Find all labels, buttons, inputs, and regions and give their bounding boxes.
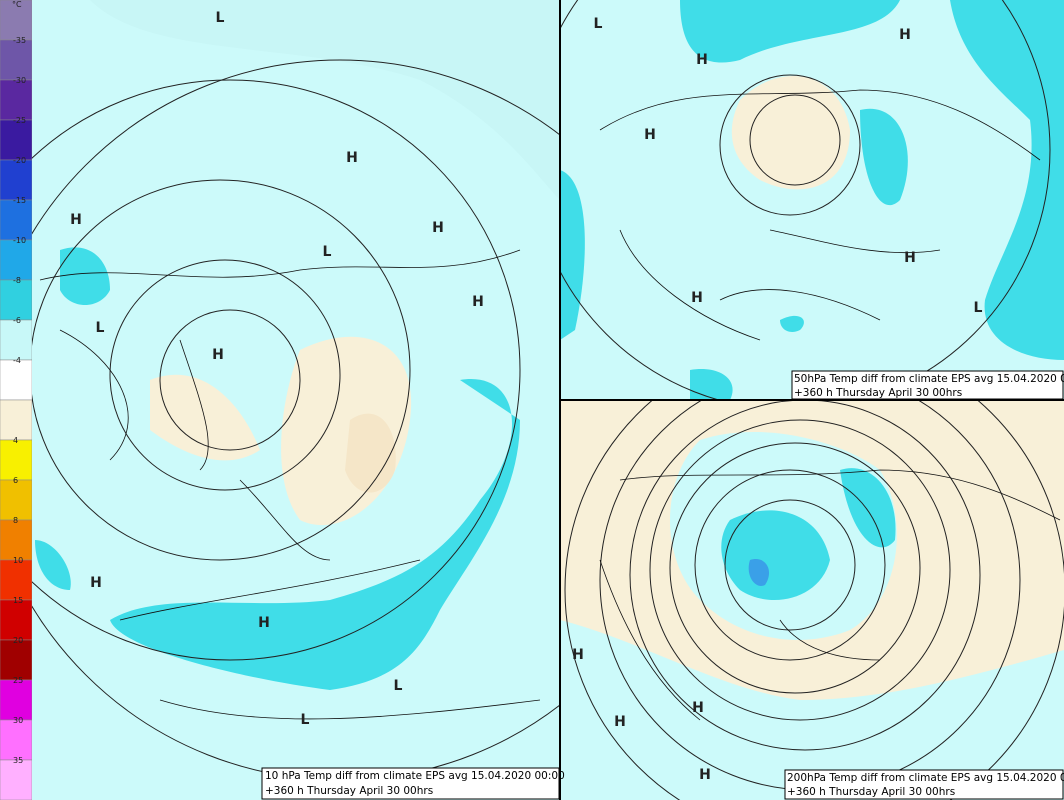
legend-label: -4 — [13, 356, 21, 365]
pressure-label: L — [394, 678, 403, 694]
legend-band — [0, 479, 33, 521]
pressure-label: H — [691, 290, 703, 306]
legend-band — [0, 679, 33, 721]
pressure-label: H — [212, 347, 224, 363]
legend-label: 35 — [13, 756, 23, 765]
legend-unit: °C — [12, 0, 22, 9]
map-50hpa: L H H H H H L — [560, 0, 1064, 400]
legend-band — [0, 159, 33, 201]
pressure-label: H — [904, 250, 916, 266]
map-10hpa: L H H H L H L H H H L L — [32, 0, 560, 800]
legend-band — [0, 519, 33, 561]
pressure-label: L — [974, 300, 983, 316]
caption-line: 200hPa Temp diff from climate EPS avg 15… — [787, 772, 1064, 784]
legend-band — [0, 599, 33, 641]
legend-label: 6 — [13, 476, 18, 485]
legend-label: 4 — [13, 436, 18, 445]
legend-band — [0, 319, 33, 361]
legend-label: 25 — [13, 676, 23, 685]
pressure-label: H — [572, 647, 584, 663]
pressure-label: H — [696, 52, 708, 68]
pressure-label: H — [699, 767, 711, 783]
caption: 200hPa Temp diff from climate EPS avg 15… — [784, 769, 1064, 800]
legend-band — [0, 39, 33, 81]
pressure-label: H — [899, 27, 911, 43]
legend-band — [0, 239, 33, 281]
map-200hpa: H H H H — [560, 400, 1064, 800]
caption-line: +360 h Thursday April 30 00hrs — [794, 387, 962, 399]
pressure-label: H — [90, 575, 102, 591]
legend-label: -8 — [13, 276, 21, 285]
caption-line: +360 h Thursday April 30 00hrs — [787, 786, 955, 798]
pressure-label: H — [70, 212, 82, 228]
legend-label: -20 — [13, 156, 26, 165]
legend-band — [0, 719, 33, 761]
caption-line: 10 hPa Temp diff from climate EPS avg 15… — [265, 770, 565, 782]
legend-band — [0, 639, 33, 681]
legend-band — [0, 279, 33, 321]
legend-label: -10 — [13, 236, 26, 245]
legend-label: -35 — [13, 36, 26, 45]
caption: 10 hPa Temp diff from climate EPS avg 15… — [261, 767, 565, 800]
legend: °C -35 -30 -25 -20 -15 -10 -8 -6 -4 4 6 8 10 15 20 25 30 3… — [0, 0, 33, 800]
legend-label: -30 — [13, 76, 26, 85]
legend-band — [0, 759, 33, 800]
legend-label: -15 — [13, 196, 26, 205]
caption-line: +360 h Thursday April 30 00hrs — [265, 785, 433, 797]
pressure-label: H — [472, 294, 484, 310]
legend-band — [0, 199, 33, 241]
pressure-label: H — [346, 150, 358, 166]
legend-band — [0, 399, 33, 441]
pressure-label: H — [258, 615, 270, 631]
legend-label: 15 — [13, 596, 23, 605]
legend-label: -6 — [13, 316, 21, 325]
pressure-label: L — [301, 712, 310, 728]
legend-band — [0, 359, 33, 401]
caption: 50hPa Temp diff from climate EPS avg 15.… — [791, 370, 1064, 400]
legend-label: 8 — [13, 516, 18, 525]
legend-band — [0, 79, 33, 121]
pressure-label: L — [96, 320, 105, 336]
caption-line: 50hPa Temp diff from climate EPS avg 15.… — [794, 373, 1064, 385]
legend-label: 10 — [13, 556, 23, 565]
pressure-label: H — [692, 700, 704, 716]
pressure-label: H — [644, 127, 656, 143]
pressure-label: L — [323, 244, 332, 260]
legend-band — [0, 0, 33, 41]
pressure-label: H — [432, 220, 444, 236]
legend-band — [0, 119, 33, 161]
legend-label: 20 — [13, 636, 23, 645]
legend-band — [0, 559, 33, 601]
legend-band — [0, 439, 33, 481]
pressure-label: L — [216, 10, 225, 26]
legend-label: 30 — [13, 716, 23, 725]
legend-label: -25 — [13, 116, 26, 125]
pressure-label: H — [614, 714, 626, 730]
pressure-label: L — [594, 16, 603, 32]
